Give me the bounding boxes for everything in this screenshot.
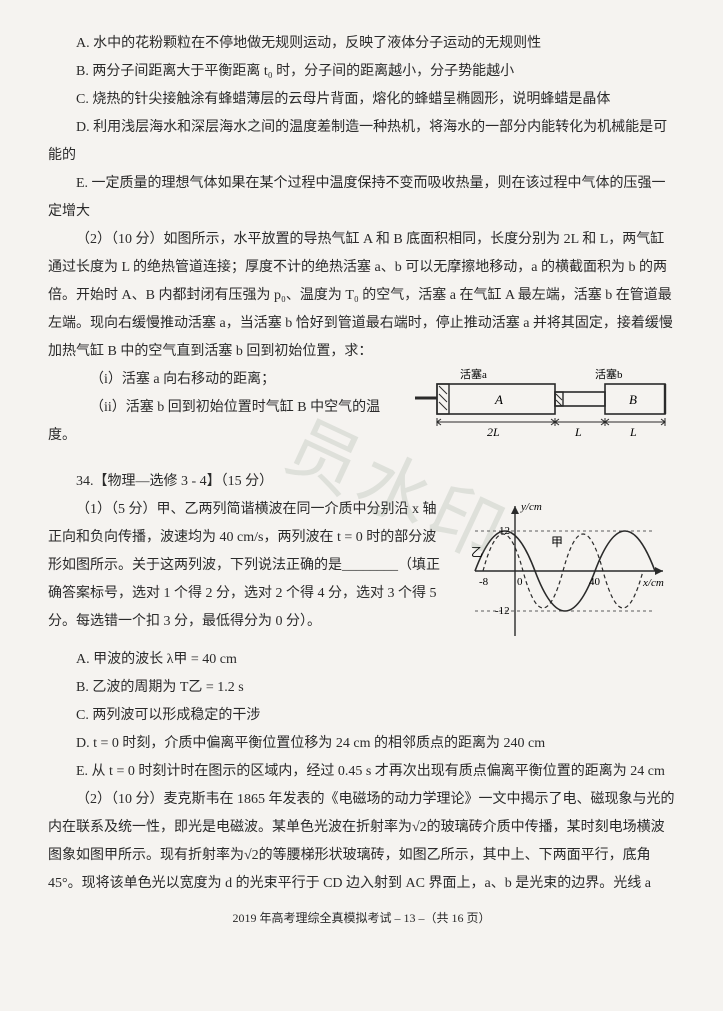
svg-text:B: B [629,392,637,407]
svg-text:A: A [494,392,503,407]
svg-text:甲: 甲 [551,535,563,549]
q34-option-b: B. 乙波的周期为 T乙 = 1.2 s [48,674,675,702]
page-footer: 2019 年高考理综全真模拟考试 – 13 –（共 16 页） [48,906,675,930]
option-e: E. 一定质量的理想气体如果在某个过程中温度保持不变而吸收热量，则在该过程中气体… [48,170,675,226]
svg-text:L: L [574,425,582,439]
question-2-intro: （2）（10 分）如图所示，水平放置的导热气缸 A 和 B 底面积相同，长度分别… [48,226,675,366]
svg-text:活塞b: 活塞b [595,367,623,381]
q34-option-a: A. 甲波的波长 λ甲 = 40 cm [48,646,675,674]
q34-option-c: C. 两列波可以形成稳定的干涉 [48,702,675,730]
svg-text:-8: -8 [479,576,489,588]
svg-text:0: 0 [517,576,523,588]
question-2-i: （i）活塞 a 向右移动的距离； [48,366,407,394]
svg-text:12: 12 [499,525,510,537]
svg-text:x/cm: x/cm [642,577,664,589]
cylinder-diagram: 活塞a 活塞b A B [415,366,675,444]
q34-title: 34.【物理—选修 3 - 4】（15 分） [48,468,675,496]
q34-option-e: E. 从 t = 0 时刻计时在图示的区域内，经过 0.45 s 才再次出现有质… [48,758,675,786]
wave-diagram: y/cm x/cm 12 -12 -8 0 40 甲 乙 [455,496,675,646]
q34-option-d: D. t = 0 时刻，介质中偏离平衡位置位移为 24 cm 的相邻质点的距离为… [48,730,675,758]
svg-text:乙: 乙 [471,545,483,559]
svg-text:2L: 2L [487,425,500,439]
option-c: C. 烧热的针尖接触涂有蜂蜡薄层的云母片背面，熔化的蜂蜡呈椭圆形，说明蜂蜡是晶体 [48,86,675,114]
svg-text:y/cm: y/cm [520,501,542,513]
svg-text:-12: -12 [495,605,510,617]
svg-text:活塞a: 活塞a [460,367,487,381]
svg-text:40: 40 [589,576,601,588]
option-d: D. 利用浅层海水和深层海水之间的温度差制造一种热机，将海水的一部分内能转化为机… [48,114,675,170]
q34-2-intro: （2）（10 分）麦克斯韦在 1865 年发表的《电磁场的动力学理论》一文中揭示… [48,786,675,898]
svg-text:L: L [629,425,637,439]
option-b: B. 两分子间距离大于平衡距离 t₀ 时，分子间的距离越小，分子势能越小 [48,58,675,86]
question-2-ii: （ii）活塞 b 回到初始位置时气缸 B 中空气的温度。 [48,394,407,450]
q34-1-intro: （1）（5 分）甲、乙两列简谐横波在同一介质中分别沿 x 轴正向和负向传播，波速… [48,496,449,636]
option-a: A. 水中的花粉颗粒在不停地做无规则运动，反映了液体分子运动的无规则性 [48,30,675,58]
